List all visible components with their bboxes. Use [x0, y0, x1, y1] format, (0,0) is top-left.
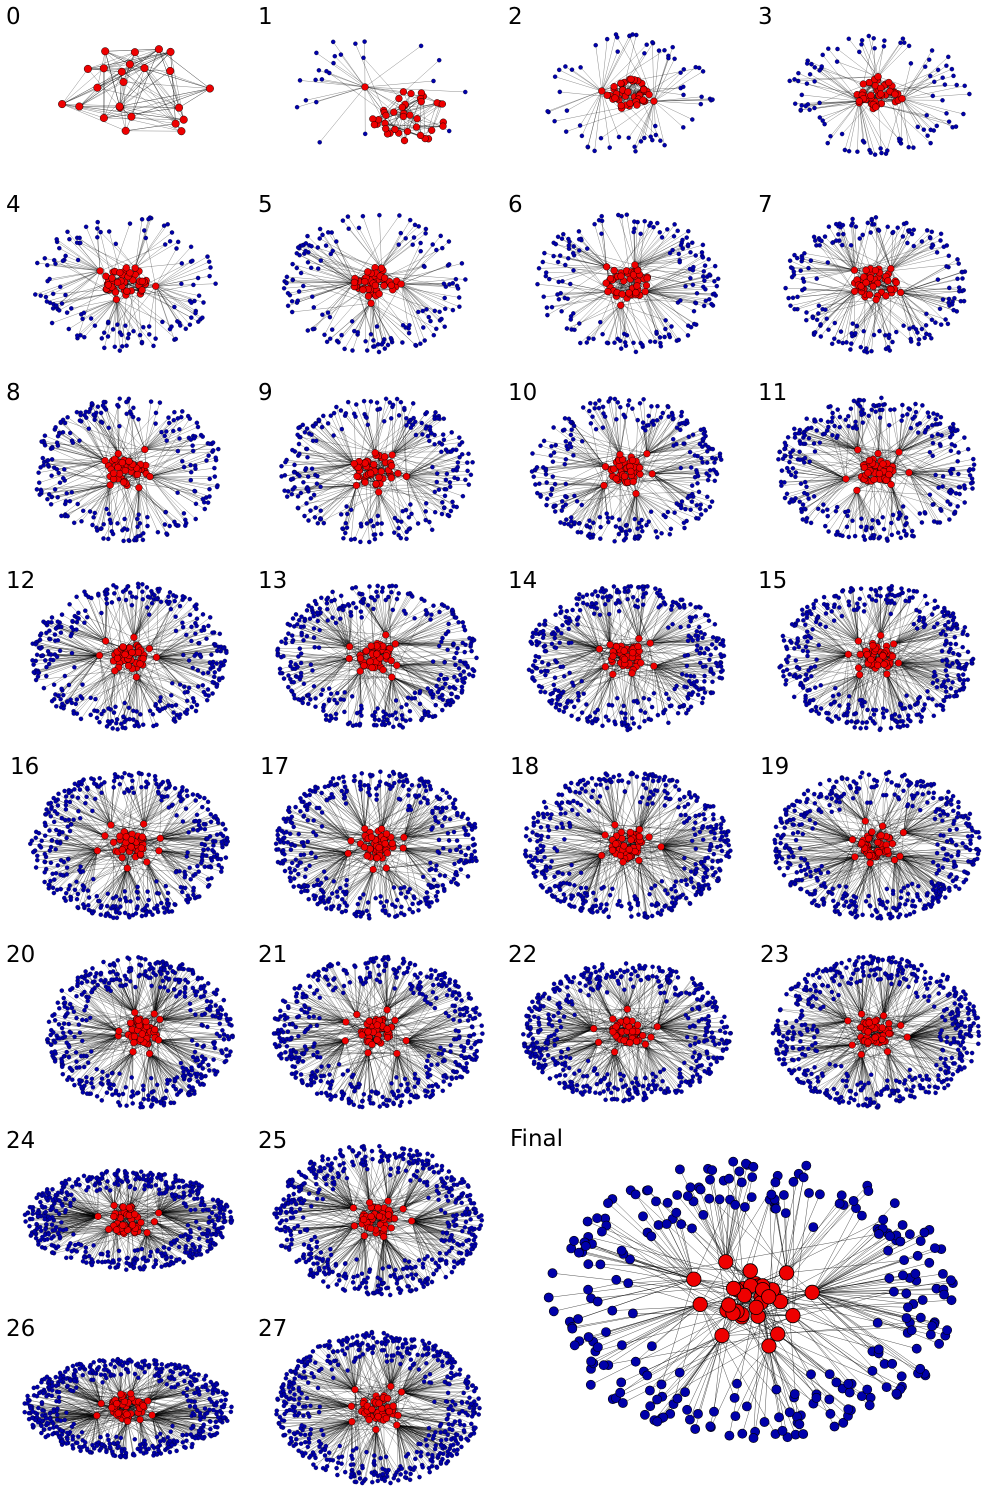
network-evolution-figure: 0 1 2 3 4 5 6 7 8 9 10 11 12 13 14 15 16 17 18 19 20 21 22 23 24… [6, 6, 982, 1486]
